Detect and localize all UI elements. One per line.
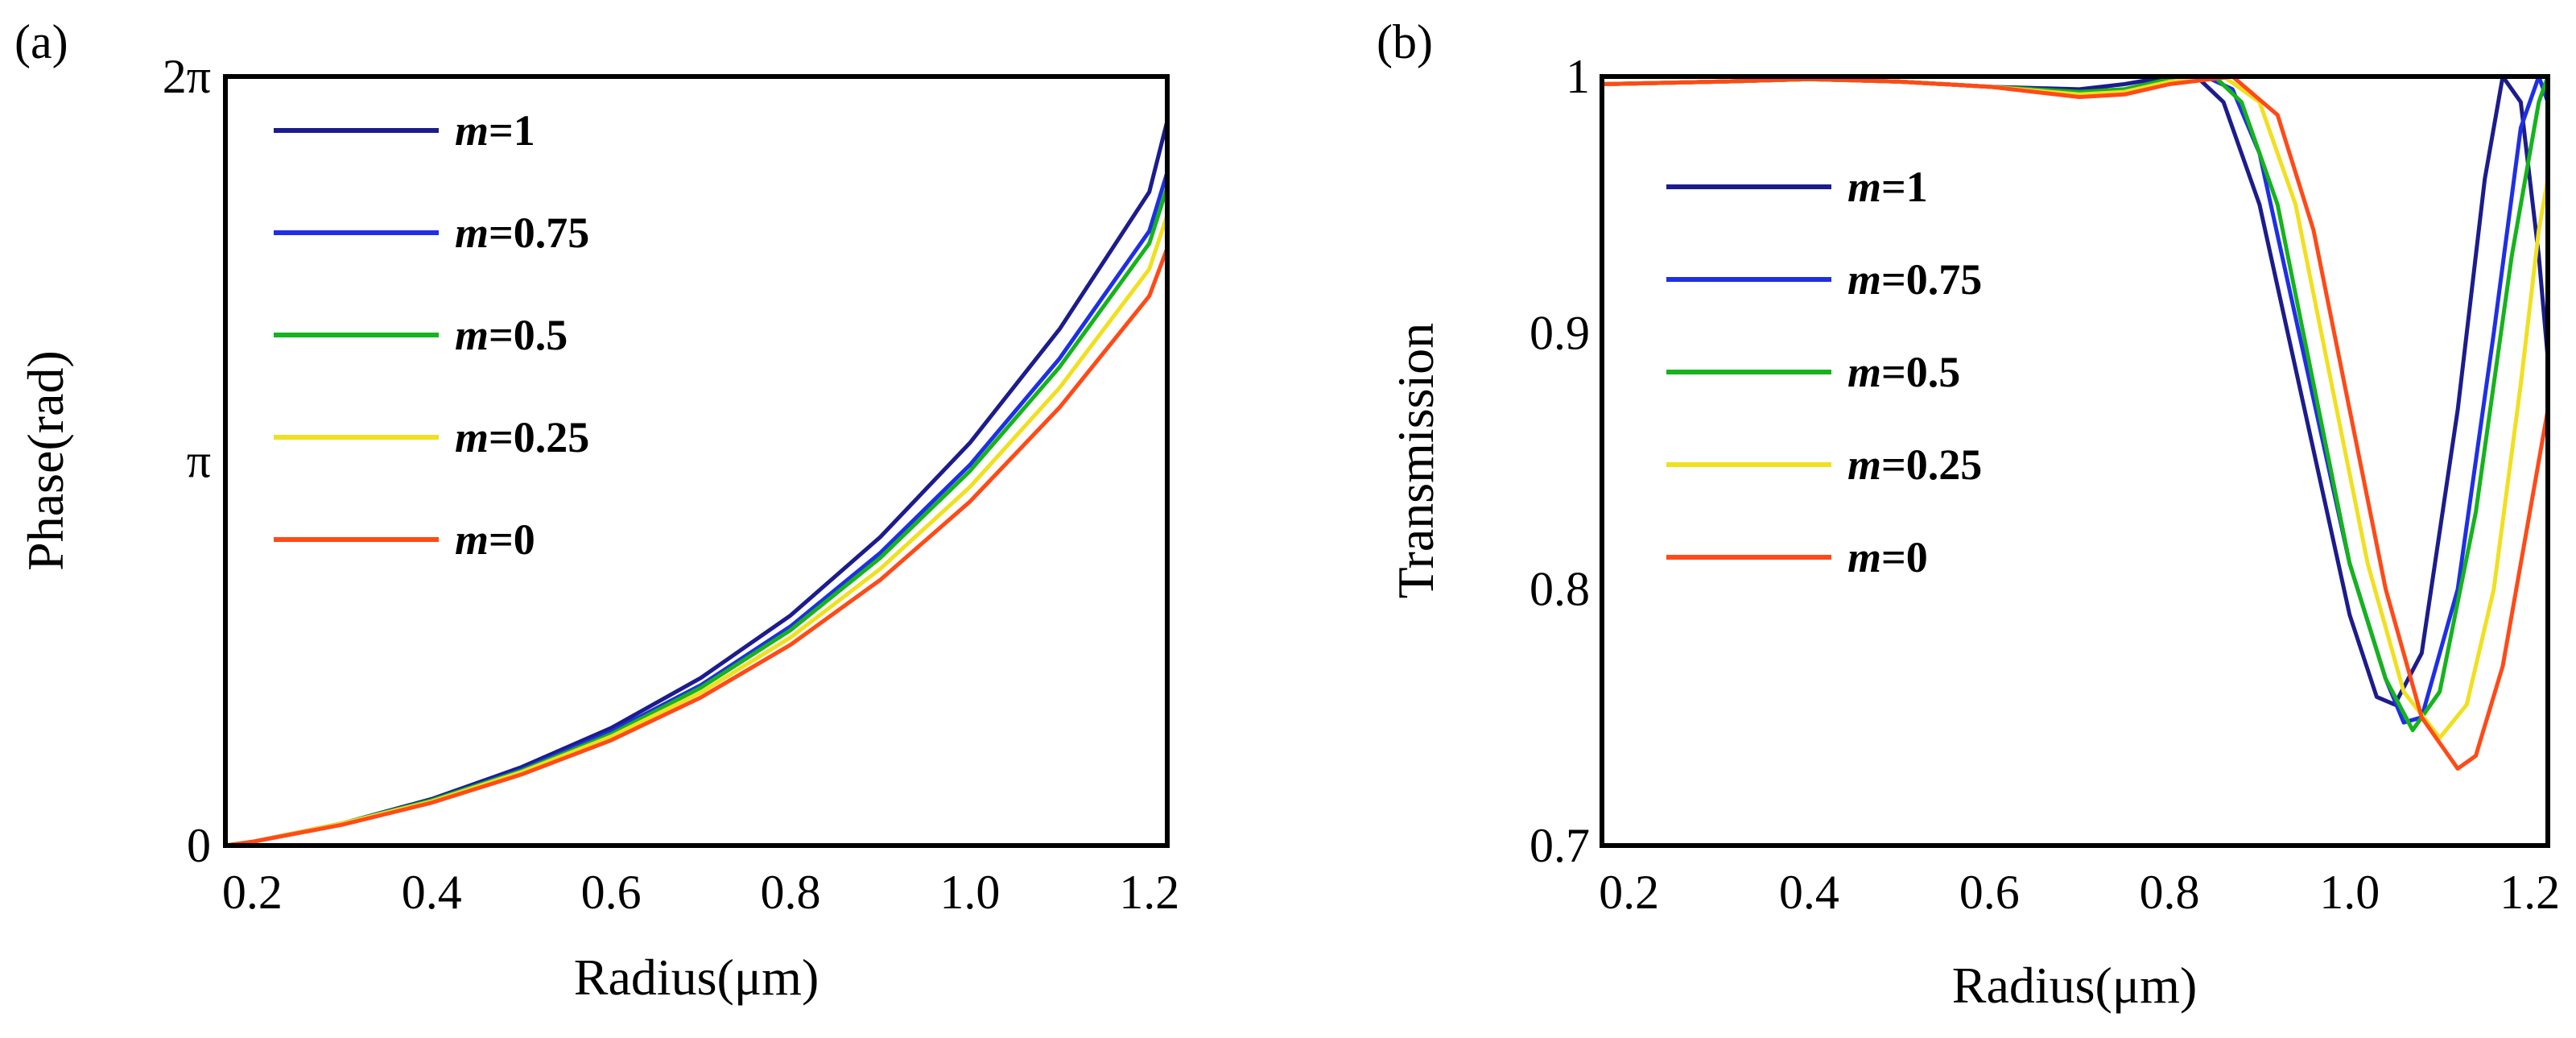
legend-label-value: =0.25 (1881, 440, 1982, 489)
legend-label-variable: m (1847, 533, 1881, 581)
y-tick-label: 1 (1566, 50, 1590, 103)
y-tick-label: 0 (187, 819, 211, 872)
y-tick-label: 2π (163, 50, 211, 103)
legend-label-value: =0.75 (1881, 255, 1982, 304)
legend-label: m=0 (1847, 533, 1928, 581)
legend-label-variable: m (1847, 440, 1881, 489)
legend-label: m=0.25 (1847, 440, 1982, 489)
panel-label: (a) (14, 15, 68, 68)
x-tick-label: 0.4 (1779, 866, 1839, 919)
legend-label: m=1 (1847, 163, 1928, 211)
legend-label-value: =0 (1881, 533, 1928, 581)
x-tick-label: 1.0 (2319, 866, 2380, 919)
legend-label: m=0.25 (455, 413, 589, 461)
series-line-m-0 (225, 246, 1167, 848)
x-tick-label: 0.2 (1599, 866, 1659, 919)
legend-label-value: =0.5 (1881, 348, 1960, 396)
x-tick-label: 0.6 (1959, 866, 2020, 919)
legend-label-variable: m (1847, 348, 1881, 396)
x-axis-title: Radius(μm) (1952, 957, 2198, 1014)
legend-label: m=1 (455, 106, 535, 155)
legend-label: m=0.5 (455, 311, 568, 359)
legend-label-variable: m (1847, 163, 1881, 211)
x-tick-label: 1.0 (939, 866, 1000, 919)
plot-frame (1600, 74, 2550, 848)
legend-label-variable: m (455, 106, 489, 155)
y-tick-label: 0.8 (1530, 563, 1590, 616)
x-tick-label: 0.6 (581, 866, 642, 919)
panel-b-transmission-chart: (b) 0.2 0.4 0.6 0.8 1.0 1.2 0.7 0.8 0.9 1 Radius(μm… (1377, 15, 2560, 1014)
legend-label: m=0 (455, 515, 535, 564)
y-axis-title: Transmission (1387, 323, 1444, 599)
x-axis-title: Radius(μm) (574, 949, 819, 1006)
y-axis-title: Phase(rad) (17, 350, 74, 571)
legend: m=1m=0.75m=0.5m=0.25m=0 (1666, 163, 1982, 581)
series-line-m-0 (1602, 74, 2548, 771)
legend-label-value: =1 (1881, 163, 1928, 211)
legend-label: m=0.75 (1847, 255, 1982, 304)
legend-label-variable: m (1847, 255, 1881, 304)
y-tick-label: π (187, 435, 211, 488)
y-tick-label: 0.7 (1530, 819, 1590, 872)
x-tick-label: 1.2 (2500, 866, 2560, 919)
legend-label-value: =0 (489, 515, 535, 564)
legend-label-value: =0.75 (489, 209, 589, 257)
legend-label: m=0.5 (1847, 348, 1960, 396)
x-tick-label: 0.8 (2140, 866, 2200, 919)
legend-label: m=0.75 (455, 209, 589, 257)
legend-label-variable: m (455, 209, 489, 257)
legend-label-variable: m (455, 413, 489, 461)
x-tick-label: 1.2 (1119, 866, 1179, 919)
y-tick-label: 0.9 (1530, 306, 1590, 359)
legend-label-variable: m (455, 515, 489, 564)
plot-frame (223, 74, 1170, 848)
panel-label: (b) (1377, 15, 1433, 68)
x-tick-label: 0.8 (761, 866, 821, 919)
legend: m=1m=0.75m=0.5m=0.25m=0 (274, 106, 589, 564)
x-tick-label: 0.2 (222, 866, 283, 919)
x-tick-label: 0.4 (402, 866, 462, 919)
panel-a-phase-chart: (a) 0.2 0.4 0.6 0.8 1.0 1.2 0 π 2π Radius(μm) Phase… (14, 15, 1179, 1006)
legend-label-value: =0.5 (489, 311, 568, 359)
legend-label-value: =1 (489, 106, 535, 155)
legend-label-variable: m (455, 311, 489, 359)
legend-label-value: =0.25 (489, 413, 589, 461)
